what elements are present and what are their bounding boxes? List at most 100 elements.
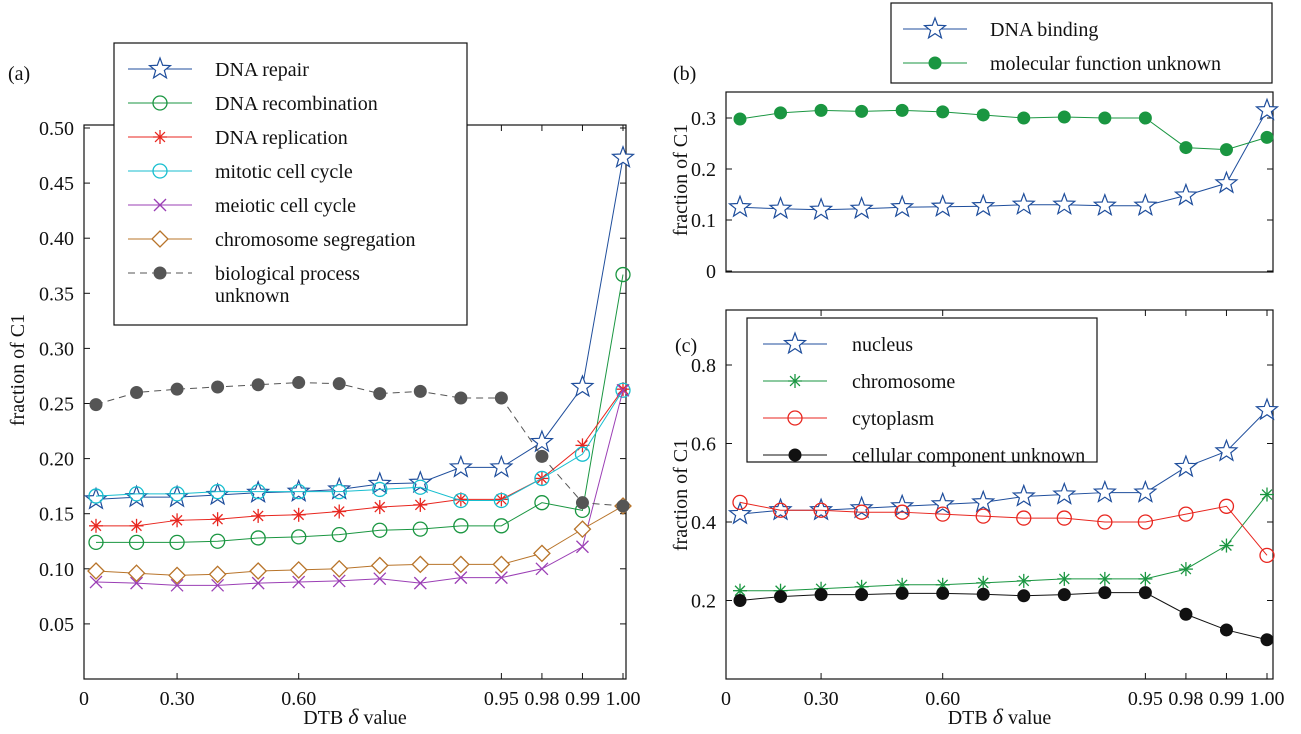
marker-stroke [616,383,630,397]
data-point [976,587,990,601]
y-tick-label: 0.6 [691,434,716,456]
series-line [95,382,624,507]
data-point [489,454,514,478]
data-point [1138,586,1152,600]
data-point [494,391,508,405]
marker-stroke [373,572,387,586]
data-point [727,194,753,218]
data-point [453,518,469,534]
panel-label: (a) [8,63,30,85]
data-point [1057,571,1072,586]
data-point [332,574,346,588]
legend-box [113,42,468,326]
data-point [413,576,427,590]
y-tick-label: 0.05 [39,614,74,636]
data-point [1178,562,1193,577]
data-point [128,534,145,551]
data-point [971,193,996,217]
data-point [372,500,387,515]
data-point [1056,510,1072,526]
data-point [976,108,990,122]
data-point [170,382,184,396]
legend-marker [928,56,942,70]
data-point [774,590,788,604]
data-point [1173,454,1199,478]
data-point [808,497,834,521]
data-point [1011,191,1036,215]
data-point [768,497,793,521]
legend-marker [151,230,169,248]
x-tick-label: 0.30 [160,688,195,710]
legend-marker [152,163,168,179]
legend-marker [788,448,802,462]
x-tick-label: 1.00 [1250,688,1285,710]
data-point [768,196,793,220]
data-point [1179,141,1193,155]
data-point [168,566,186,585]
legend-entry: DNA replication [128,127,348,149]
data-point [292,376,306,390]
data-point [1260,487,1274,502]
data-point [1097,571,1112,586]
data-point [616,382,630,397]
data-point [493,518,510,534]
marker-stroke [576,540,589,554]
legend-marker [153,130,167,144]
data-point [494,571,508,585]
x-tick-label: 1.00 [606,688,641,710]
data-point [130,576,143,590]
data-point [332,504,347,519]
marker-stroke [789,375,801,387]
data-point [494,492,509,507]
marker-stroke [494,571,508,585]
data-point [1138,111,1152,125]
data-point [164,484,190,508]
data-point [1133,192,1158,217]
data-point [209,533,226,549]
legend-label: biological process [215,263,360,285]
data-point [855,588,869,602]
data-point [1016,573,1031,588]
data-point [1052,191,1077,215]
data-point [1214,438,1239,462]
data-point [930,491,955,515]
data-point [83,486,109,510]
data-point [89,398,103,412]
data-point [210,512,225,527]
y-tick-label: 0.40 [39,228,74,250]
y-axis-label: fraction of C1 [670,439,692,551]
legend-entry: meiotic cell cycle [128,195,356,217]
data-point [89,575,103,589]
series-line [739,109,1268,151]
legend-label: chromosome [852,371,955,393]
legend-entry: chromosome segregation [128,229,416,251]
legend-label: DNA replication [215,127,348,149]
data-point [534,470,550,487]
marker-stroke [374,501,386,513]
data-point [327,476,352,500]
data-point [534,495,550,511]
y-tick-label: 0.45 [39,173,74,195]
series-biological-process-unknown [89,376,630,513]
x-tick-label: 0.60 [281,688,316,710]
data-point [373,387,387,401]
marker-stroke [153,198,167,212]
series-mitotic-cell-cycle [88,382,631,509]
panel-a: 0.05 0.10 0.15 0.20 0.25 0.30 0.35 0.40 0.45 0.50… [7,42,641,729]
data-point [573,520,592,539]
marker-stroke [413,576,427,590]
data-point [772,502,789,518]
data-point [211,578,225,592]
data-point [88,488,104,504]
series-dna-replication [89,382,630,533]
marker-stroke [130,576,143,590]
data-point [249,562,268,580]
data-point [331,526,347,543]
x-tick-label: 0 [79,688,89,710]
marker-stroke [292,575,306,589]
legend-box [890,2,1273,84]
marker-stroke [1221,540,1232,551]
legend-marker [153,198,167,212]
marker-stroke [293,509,305,521]
